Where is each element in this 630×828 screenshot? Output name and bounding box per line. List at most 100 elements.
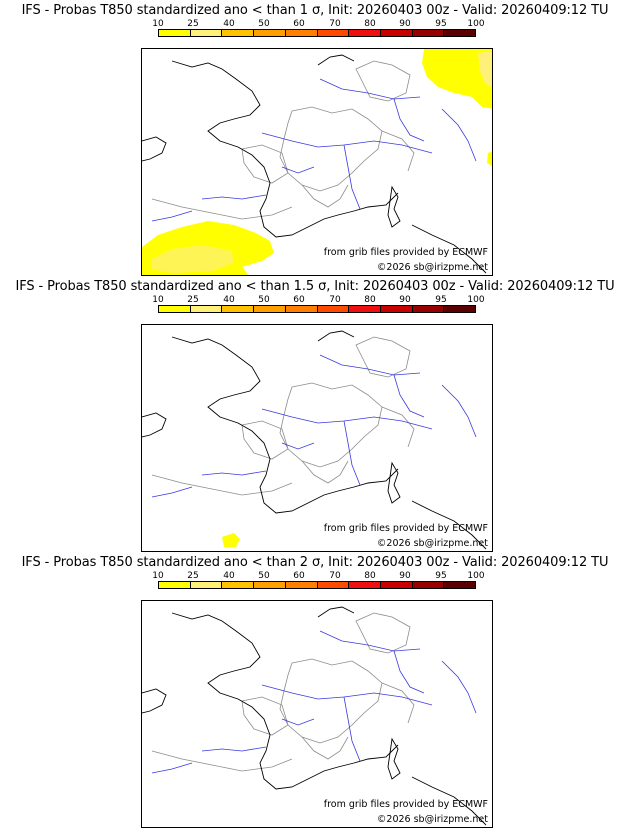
- scale-ticks: 10 25 40 50 60 70 80 90 95 100: [152, 571, 484, 581]
- scale-segment: [444, 306, 476, 312]
- scale-segment: [349, 306, 381, 312]
- map-canvas: [142, 49, 492, 275]
- scale-segment: [380, 30, 413, 36]
- scale-segment: [254, 582, 286, 588]
- country-borders: [151, 612, 415, 772]
- panel-title: IFS - Probas T850 standardized ano < tha…: [21, 555, 609, 570]
- country-borders: [151, 60, 415, 220]
- scale-tick: 40: [223, 571, 235, 581]
- scale-tick: 25: [187, 295, 199, 305]
- scale-segment: [222, 582, 255, 588]
- probability-area-northeast-core: [478, 51, 492, 88]
- scale-tick: 100: [467, 295, 485, 305]
- scale-tick: 80: [364, 295, 376, 305]
- scale-tick: 10: [152, 295, 164, 305]
- scale-segment: [349, 582, 381, 588]
- rivers: [151, 630, 477, 774]
- scale-ticks: 10 25 40 50 60 70 80 90 95 100: [152, 19, 484, 29]
- copyright-credit: ©2026 sb@irizpme.net: [376, 262, 488, 273]
- scale-tick: 10: [152, 19, 164, 29]
- scale-segment: [159, 306, 191, 312]
- coastlines: [142, 54, 487, 274]
- scale-segment: [222, 306, 255, 312]
- scale-segment: [254, 306, 286, 312]
- probability-color-scale: 10 25 40 50 60 70 80 90 95 100: [152, 571, 485, 593]
- data-source-credit: from grib files provided by ECMWF: [323, 799, 488, 810]
- scale-bar: [158, 581, 476, 589]
- scale-tick: 90: [399, 571, 411, 581]
- scale-segment: [285, 306, 318, 312]
- scale-tick: 25: [187, 19, 199, 29]
- scale-segment: [412, 582, 445, 588]
- probability-color-scale: 10 25 40 50 60 70 80 90 95 100: [152, 19, 485, 41]
- rivers: [151, 354, 477, 498]
- scale-segment: [317, 306, 350, 312]
- probability-area-southwest: [222, 533, 240, 547]
- probability-map: from grib files provided by ECMWF ©2026 …: [141, 600, 493, 828]
- country-borders: [151, 336, 415, 496]
- scale-segment: [285, 582, 318, 588]
- probability-color-scale: 10 25 40 50 60 70 80 90 95 100: [152, 295, 485, 317]
- coastlines: [142, 330, 487, 550]
- scale-tick: 70: [329, 295, 341, 305]
- scale-segment: [254, 30, 286, 36]
- scale-segment: [349, 30, 381, 36]
- scale-segment: [444, 582, 476, 588]
- panel-title: IFS - Probas T850 standardized ano < tha…: [15, 279, 615, 294]
- probability-area-northeast: [422, 49, 492, 109]
- forecast-panel-1: IFS - Probas T850 standardized ano < tha…: [0, 0, 630, 276]
- scale-tick: 50: [258, 571, 270, 581]
- scale-segment: [412, 30, 445, 36]
- scale-tick: 80: [364, 571, 376, 581]
- scale-tick: 100: [467, 19, 485, 29]
- copyright-credit: ©2026 sb@irizpme.net: [376, 538, 488, 549]
- scale-segment: [444, 30, 476, 36]
- data-source-credit: from grib files provided by ECMWF: [323, 247, 488, 258]
- data-source-credit: from grib files provided by ECMWF: [323, 523, 488, 534]
- scale-tick: 40: [223, 295, 235, 305]
- scale-segment: [285, 30, 318, 36]
- scale-bar: [158, 305, 476, 313]
- scale-tick: 70: [329, 571, 341, 581]
- scale-tick: 60: [293, 571, 305, 581]
- scale-tick: 60: [293, 295, 305, 305]
- scale-segment: [380, 306, 413, 312]
- probability-map: from grib files provided by ECMWF ©2026 …: [141, 48, 493, 276]
- scale-tick: 90: [399, 19, 411, 29]
- coastlines: [142, 606, 487, 826]
- scale-bar: [158, 29, 476, 37]
- scale-segment: [380, 582, 413, 588]
- scale-tick: 95: [435, 295, 447, 305]
- scale-segment: [190, 582, 223, 588]
- rivers: [151, 78, 477, 222]
- scale-segment: [190, 306, 223, 312]
- probability-map: from grib files provided by ECMWF ©2026 …: [141, 324, 493, 552]
- scale-tick: 50: [258, 295, 270, 305]
- panel-title: IFS - Probas T850 standardized ano < tha…: [21, 3, 609, 18]
- scale-tick: 80: [364, 19, 376, 29]
- scale-segment: [222, 30, 255, 36]
- scale-segment: [317, 30, 350, 36]
- forecast-panel-2: IFS - Probas T850 standardized ano < tha…: [0, 276, 630, 552]
- scale-segment: [159, 582, 191, 588]
- map-canvas: [142, 330, 487, 550]
- scale-tick: 50: [258, 19, 270, 29]
- map-canvas: [142, 606, 487, 826]
- scale-segment: [190, 30, 223, 36]
- scale-tick: 60: [293, 19, 305, 29]
- scale-tick: 40: [223, 19, 235, 29]
- scale-tick: 95: [435, 571, 447, 581]
- scale-tick: 25: [187, 571, 199, 581]
- scale-tick: 10: [152, 571, 164, 581]
- scale-tick: 70: [329, 19, 341, 29]
- scale-segment: [317, 582, 350, 588]
- scale-segment: [412, 306, 445, 312]
- scale-tick: 90: [399, 295, 411, 305]
- probability-area-east-edge: [487, 151, 492, 166]
- scale-ticks: 10 25 40 50 60 70 80 90 95 100: [152, 295, 484, 305]
- scale-tick: 95: [435, 19, 447, 29]
- scale-segment: [159, 30, 191, 36]
- probability-area-southwest-2: [152, 245, 234, 273]
- forecast-panel-3: IFS - Probas T850 standardized ano < tha…: [0, 552, 630, 828]
- copyright-credit: ©2026 sb@irizpme.net: [376, 814, 488, 825]
